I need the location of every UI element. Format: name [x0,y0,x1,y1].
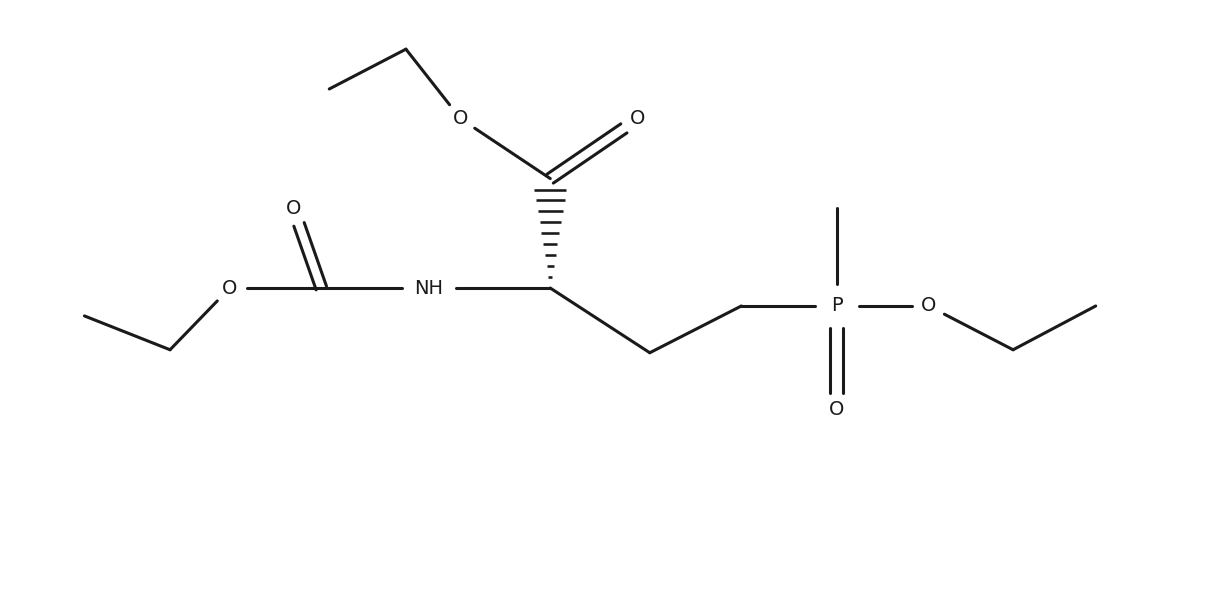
Text: O: O [829,400,845,419]
Text: O: O [453,109,468,129]
Text: NH: NH [414,279,443,298]
Text: O: O [921,297,937,316]
Text: O: O [286,199,301,218]
Text: O: O [223,279,237,298]
Text: O: O [630,109,645,129]
Text: P: P [831,297,842,316]
